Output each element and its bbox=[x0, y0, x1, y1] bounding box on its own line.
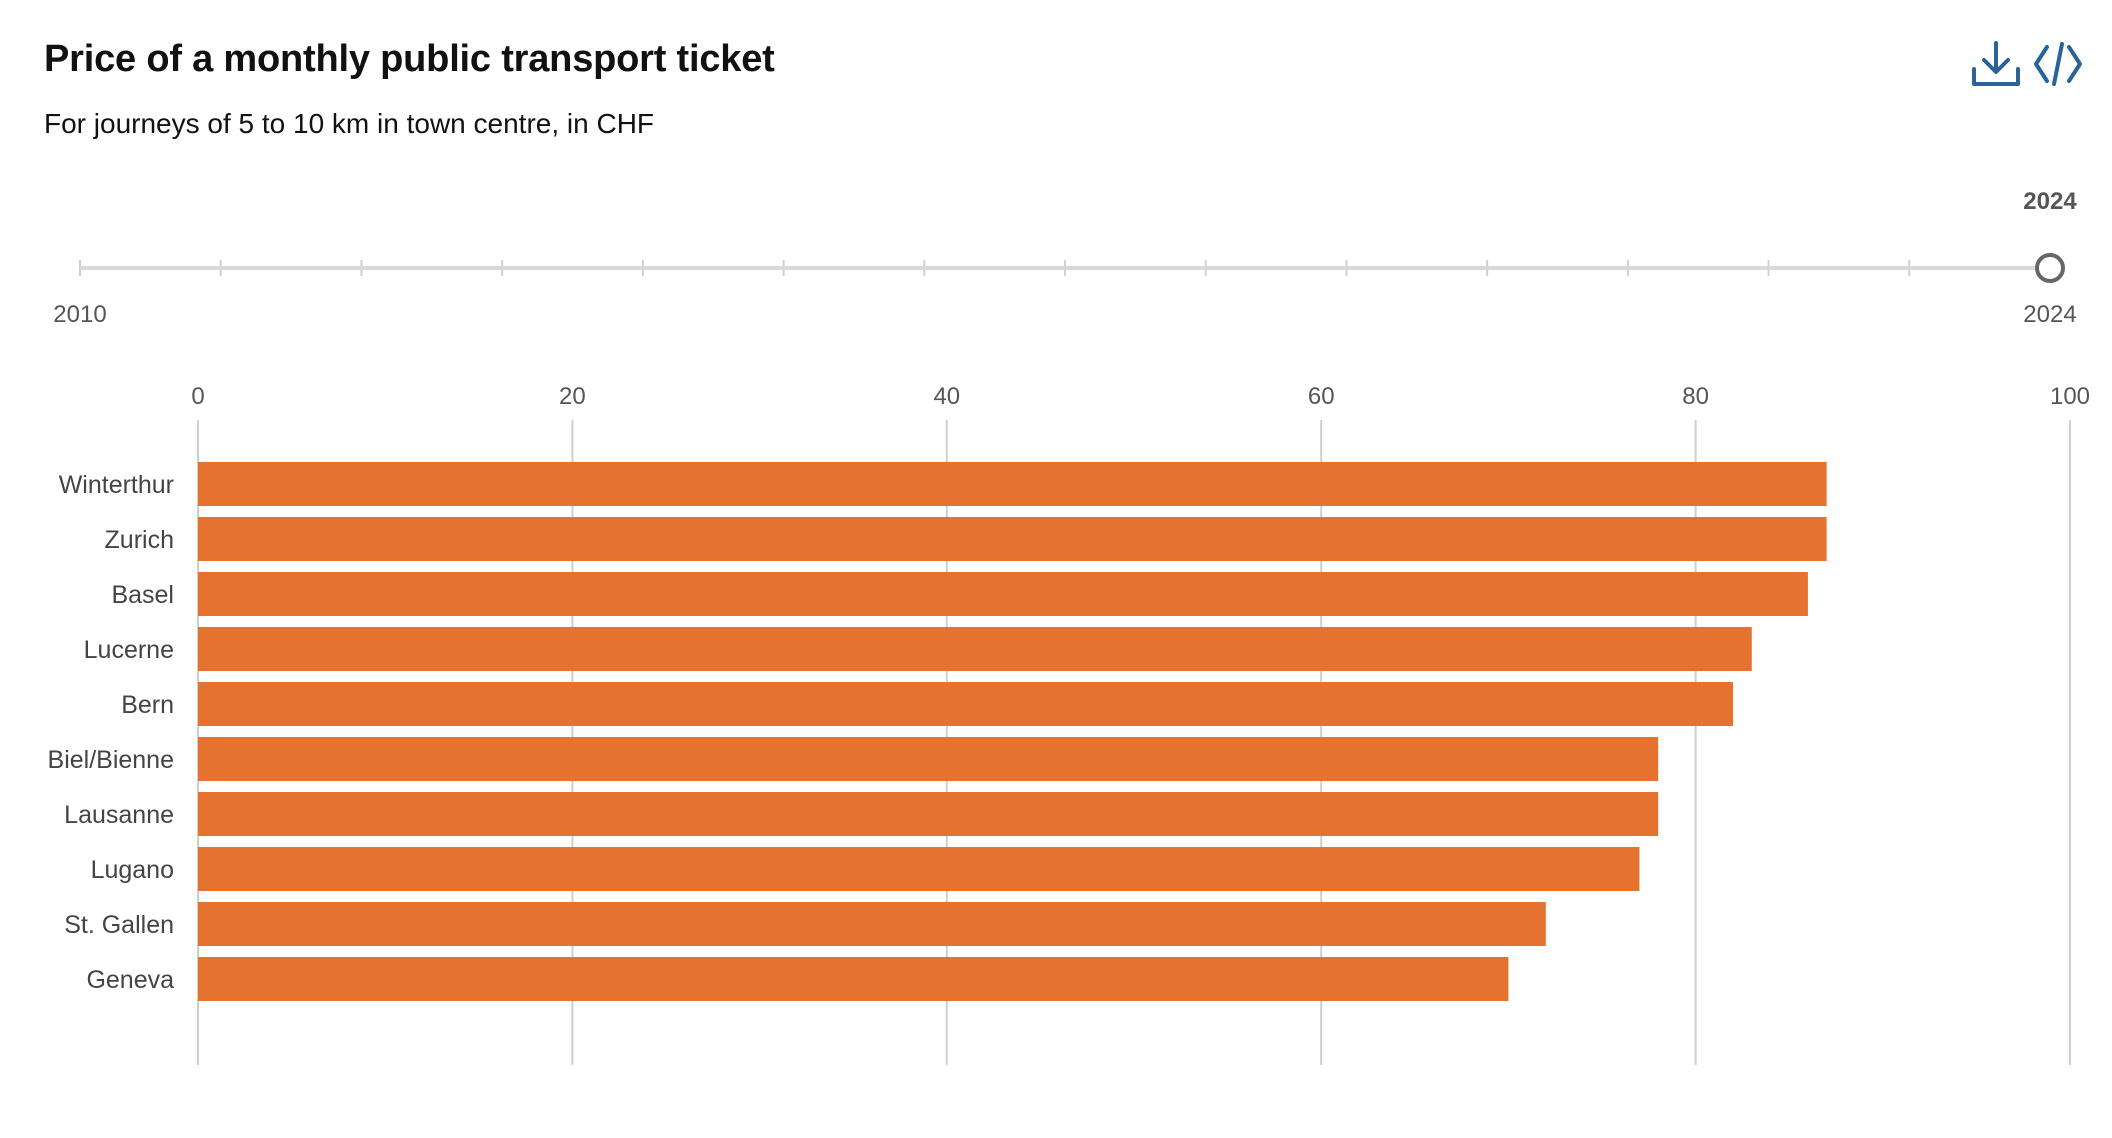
bar[interactable] bbox=[198, 847, 1640, 891]
bar[interactable] bbox=[198, 737, 1659, 781]
year-timeline: 2024 2010 2024 bbox=[53, 188, 2077, 328]
timeline-start-label: 2010 bbox=[53, 301, 106, 328]
chart-subtitle: For journeys of 5 to 10 km in town centr… bbox=[44, 108, 655, 139]
bar-chart: 0 20 40 60 80 100 Winterthur Zurich Basel Lucern… bbox=[48, 383, 2090, 1065]
chart-title: Price of a monthly public transport tick… bbox=[44, 38, 775, 80]
x-tick-label: 80 bbox=[1682, 383, 1709, 410]
category-label: Zurich bbox=[105, 526, 174, 554]
y-axis-category-labels: Winterthur Zurich Basel Lucerne Bern Biel/Bie… bbox=[48, 471, 175, 994]
timeline-handle[interactable] bbox=[2035, 253, 2065, 283]
category-label: Lausanne bbox=[64, 801, 174, 829]
category-label: Lucerne bbox=[84, 636, 174, 664]
bar[interactable] bbox=[198, 957, 1509, 1001]
category-label: Biel/Bienne bbox=[48, 746, 174, 774]
x-tick-label: 60 bbox=[1308, 383, 1335, 410]
x-axis-tick-labels: 0 20 40 60 80 100 bbox=[191, 383, 2090, 410]
bar[interactable] bbox=[198, 682, 1734, 726]
bar[interactable] bbox=[198, 517, 1827, 561]
bar[interactable] bbox=[198, 572, 1808, 616]
download-button[interactable] bbox=[1970, 38, 2022, 90]
x-tick-label: 0 bbox=[191, 383, 204, 410]
timeline-end-label: 2024 bbox=[2023, 301, 2076, 328]
bar[interactable] bbox=[198, 902, 1546, 946]
bar[interactable] bbox=[198, 627, 1752, 671]
timeline-selected-year: 2024 bbox=[2023, 188, 2077, 215]
bar[interactable] bbox=[198, 792, 1659, 836]
category-label: Basel bbox=[111, 581, 174, 609]
category-label: St. Gallen bbox=[64, 911, 174, 939]
code-embed-icon bbox=[2034, 42, 2082, 86]
category-label: Winterthur bbox=[59, 471, 174, 499]
chart-toolbar bbox=[1970, 38, 2084, 90]
x-tick-label: 40 bbox=[933, 383, 960, 410]
bar[interactable] bbox=[198, 462, 1827, 506]
x-tick-label: 20 bbox=[559, 383, 586, 410]
category-label: Lugano bbox=[91, 856, 174, 884]
category-label: Bern bbox=[121, 691, 174, 719]
category-label: Geneva bbox=[86, 966, 174, 994]
embed-code-button[interactable] bbox=[2032, 38, 2084, 90]
chart-bars bbox=[198, 462, 1827, 1001]
download-icon bbox=[1972, 41, 2020, 86]
x-tick-label: 100 bbox=[2050, 383, 2090, 410]
